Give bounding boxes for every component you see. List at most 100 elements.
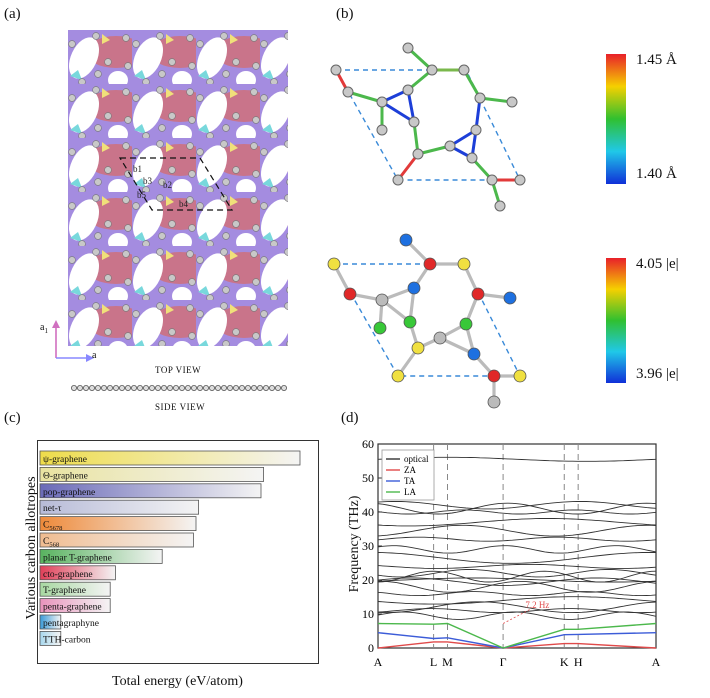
side-view-atom: [274, 385, 281, 391]
optical-branch: [377, 509, 657, 515]
legend-label: ZA: [404, 465, 416, 475]
side-view-atom: [149, 385, 156, 391]
energy-category-label: net-τ: [43, 504, 62, 514]
optical-branch: [377, 524, 657, 537]
phonon-xtick-label: L: [430, 655, 437, 669]
phonon-xtick-label: A: [374, 655, 383, 669]
side-view-atom: [202, 385, 209, 391]
phonon-ytick-label: 10: [362, 607, 374, 621]
optical-branch: [377, 518, 657, 527]
bond-length-max: 1.45 Å: [636, 52, 677, 68]
annotation-leader: [502, 608, 532, 624]
side-view-atom: [167, 385, 174, 391]
energy-category-label: penta-graphene: [43, 603, 102, 613]
side-view-atom: [82, 385, 89, 391]
site-label-b3: b3: [143, 176, 152, 186]
side-view-atom: [173, 385, 180, 391]
side-view-atom: [280, 385, 287, 391]
energy-bar-1: [39, 466, 265, 482]
energy-bar-6: [39, 549, 163, 564]
side-view-atom: [208, 385, 215, 391]
phonon-ytick-label: 20: [362, 573, 374, 587]
side-view-atom: [88, 385, 95, 391]
optical-branch: [377, 570, 657, 583]
energy-plot-frame: [37, 440, 319, 664]
energy-xlabel: Total energy (eV/atom): [112, 674, 243, 689]
side-view-atom: [179, 385, 186, 391]
frequency-annotation: 7.2 Hz: [525, 600, 549, 610]
panel-b-label: (b): [336, 6, 354, 22]
energy-bar-10: [39, 614, 62, 630]
side-view-atom: [268, 385, 275, 391]
side-view-label: SIDE VIEW: [155, 402, 206, 412]
phonon-ytick-label: 30: [362, 539, 374, 553]
panel-c-label: (c): [4, 410, 21, 426]
energy-category-label: C568: [43, 537, 59, 549]
energy-category-label: ψ-graphene: [43, 455, 87, 465]
side-view-atom: [250, 385, 257, 391]
energy-bar-11: [39, 630, 62, 646]
axis-a1-label: a1: [40, 322, 48, 335]
unit-cell-outline: [118, 157, 234, 211]
side-view-atom: [161, 385, 168, 391]
energy-category-label: pentagraphyne: [43, 619, 99, 629]
bond-length-colorbar: [606, 54, 626, 184]
panel-a-label: (a): [4, 6, 21, 22]
bond-length-min: 1.40 Å: [636, 166, 677, 182]
optical-branch: [378, 580, 657, 593]
legend-label: optical: [404, 454, 429, 464]
side-view-atom: [191, 385, 198, 391]
energy-category-label: TTH-carbon: [43, 635, 91, 645]
top-view-label: TOP VIEW: [155, 365, 202, 375]
charge-structure: [327, 233, 527, 409]
charge-min: 3.96 |e|: [636, 366, 679, 382]
optical-branch: [377, 577, 657, 583]
optical-branch: [377, 591, 657, 597]
optical-branch: [377, 536, 657, 542]
energy-bar-chart: ψ-graphene Θ-graphene pop-graphene net-τ C56…: [39, 450, 301, 646]
side-view-atom: [131, 385, 138, 391]
optical-branch: [377, 596, 657, 605]
side-view-atom: [119, 385, 126, 391]
phonon-ytick-label: 40: [362, 505, 374, 519]
energy-bar-9: [39, 598, 111, 614]
energy-bar-2: [39, 483, 262, 499]
optical-branch: [377, 545, 657, 554]
energy-bar-0: [39, 450, 301, 466]
energy-bar-8: [39, 581, 111, 597]
side-view-atom: [143, 385, 150, 391]
charge-colorbar: [606, 258, 626, 383]
phonon-xtick-label: H: [574, 655, 583, 669]
energy-category-label: Θ-graphene: [43, 471, 88, 481]
lattice-axes: [52, 320, 94, 362]
phonon-xtick-label: Γ: [500, 655, 507, 669]
site-label-b2: b2: [163, 180, 172, 190]
side-view-atom: [100, 385, 107, 391]
phonon-xtick-label: A: [652, 655, 661, 669]
side-view-atom: [107, 385, 114, 391]
side-view-atom: [94, 385, 101, 391]
acoustic-branch-LA: [377, 622, 657, 649]
optical-branch: [377, 552, 656, 564]
side-view-atoms: [71, 385, 287, 391]
side-view-atom: [262, 385, 269, 391]
side-view-atom: [256, 385, 263, 391]
side-view-atom: [113, 385, 120, 391]
site-label-b5: b5: [137, 190, 146, 200]
energy-category-label: T-graphene: [43, 586, 86, 596]
energy-category-label: planar T-graphene: [43, 553, 112, 563]
side-view-atom: [71, 385, 77, 391]
side-view-atom: [232, 385, 239, 391]
bond-length-structure: [330, 42, 526, 212]
site-label-b4: b4: [179, 199, 188, 209]
legend-label: TA: [404, 476, 416, 486]
phonon-xtick-label: K: [560, 655, 569, 669]
side-view-atom: [238, 385, 245, 391]
energy-bar-5: [39, 532, 194, 548]
side-view-atom: [137, 385, 144, 391]
charge-max: 4.05 |e|: [636, 256, 679, 272]
side-view-atom: [185, 385, 192, 391]
optical-branch: [377, 501, 657, 510]
energy-category-label: C5678: [43, 521, 62, 533]
